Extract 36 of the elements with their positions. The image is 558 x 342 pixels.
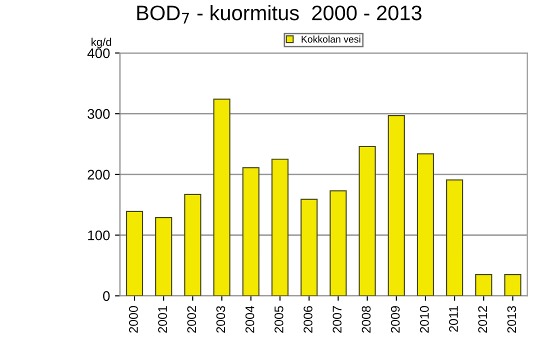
y-tick-label: 400: [87, 48, 110, 58]
x-tick-label: 2012: [478, 306, 488, 333]
bar: [300, 198, 318, 296]
x-tick-label: 2011: [449, 306, 458, 332]
x-tick-label: 2009: [390, 306, 400, 333]
bar: [184, 194, 202, 296]
legend-label: Kokkolan vesi: [302, 36, 360, 43]
bar: [446, 179, 464, 296]
bar: [126, 210, 144, 296]
x-tick-label: 2000: [129, 306, 138, 333]
chart-title: BOD$_{7}$ - kuormitus 2000 - 2013: [137, 5, 422, 24]
x-tick-label: 2010: [420, 306, 429, 333]
y-tick-label: 100: [88, 230, 110, 240]
bar: [213, 98, 230, 296]
x-tick-label: 2004: [245, 306, 254, 333]
bar: [416, 153, 434, 296]
y-tick-label: 200: [88, 170, 110, 180]
bar: [155, 216, 172, 296]
x-tick-label: 2001: [158, 306, 167, 333]
x-tick-label: 2002: [187, 306, 196, 333]
y-tick-label: 0: [103, 291, 110, 301]
bar: [475, 274, 492, 296]
y-axis-title: kg/d: [92, 38, 112, 48]
x-tick-label: 2013: [507, 306, 516, 333]
bar: [330, 190, 347, 296]
x-tick-label: 2008: [362, 306, 371, 333]
bar: [388, 114, 405, 296]
bar: [271, 158, 289, 296]
x-tick-label: 2006: [304, 306, 312, 333]
bar: [242, 167, 260, 296]
x-tick-label: 2007: [332, 306, 342, 333]
bar: [358, 146, 376, 296]
x-tick-label: 2003: [216, 306, 226, 333]
y-tick-label: 300: [88, 109, 110, 119]
x-tick-label: 2005: [274, 306, 284, 333]
bar: [504, 274, 522, 296]
